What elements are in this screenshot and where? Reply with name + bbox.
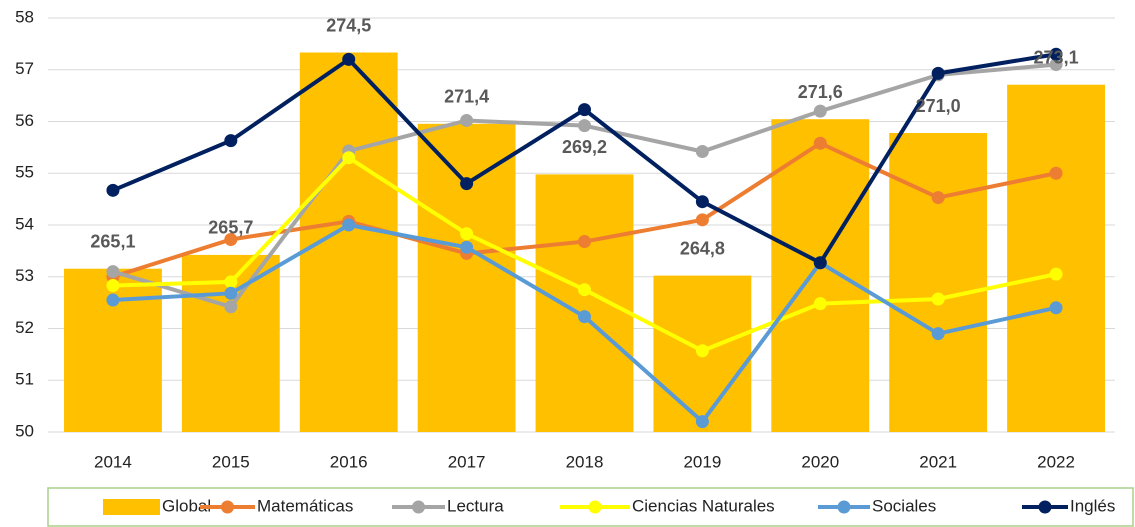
x-tick-label: 2021 [919, 452, 957, 471]
x-tick-label: 2015 [212, 452, 250, 471]
marker [1049, 301, 1063, 315]
value-label: 271,4 [444, 87, 489, 107]
legend-label: Ciencias Naturales [632, 496, 775, 515]
marker [695, 145, 709, 159]
marker [460, 240, 474, 254]
y-tick-label: 56 [15, 111, 34, 130]
marker [578, 310, 591, 324]
marker [695, 415, 709, 429]
y-tick-label: 53 [15, 266, 34, 285]
legend-label: Matemáticas [257, 496, 353, 515]
y-tick-label: 58 [15, 7, 34, 26]
marker [460, 227, 474, 241]
x-tick-label: 2022 [1037, 452, 1075, 471]
value-label: 265,1 [90, 231, 135, 251]
value-label: 274,5 [326, 15, 371, 35]
marker [106, 279, 120, 293]
legend-label: Lectura [447, 496, 504, 515]
x-tick-label: 2019 [683, 452, 721, 471]
bar [417, 123, 516, 433]
legend-marker [588, 500, 602, 514]
marker [342, 151, 356, 165]
legend-label: Global [162, 496, 211, 515]
marker [1049, 58, 1063, 72]
marker [695, 344, 709, 358]
marker [931, 327, 945, 341]
marker [224, 232, 238, 246]
value-label: 273,1 [1034, 47, 1079, 67]
x-tick-label: 2017 [448, 452, 486, 471]
marker [224, 286, 238, 300]
value-label: 265,7 [208, 218, 253, 238]
bar [889, 133, 988, 432]
marker [931, 66, 945, 80]
legend-marker [221, 500, 234, 514]
marker [813, 136, 827, 150]
bar [771, 119, 870, 432]
marker [460, 177, 474, 191]
marker [224, 134, 238, 148]
legend-label: Sociales [872, 496, 936, 515]
x-tick-label: 2014 [94, 452, 132, 471]
y-tick-label: 51 [15, 370, 34, 389]
y-tick-label: 54 [15, 214, 34, 233]
legend-marker [412, 500, 425, 514]
marker [931, 191, 945, 205]
marker [578, 103, 591, 117]
value-label: 271,0 [916, 96, 961, 116]
marker [224, 300, 238, 314]
marker [813, 104, 827, 118]
marker [106, 265, 120, 279]
marker [1049, 267, 1063, 281]
marker [1049, 166, 1063, 180]
bar [535, 174, 634, 432]
x-tick-label: 2016 [330, 452, 368, 471]
marker [578, 119, 591, 133]
legend-swatch [103, 499, 160, 515]
marker [578, 283, 591, 297]
y-tick-label: 52 [15, 318, 34, 337]
y-tick-label: 50 [15, 421, 34, 440]
marker [813, 297, 827, 311]
x-tick-label: 2020 [801, 452, 839, 471]
marker [1049, 47, 1063, 61]
x-tick-label: 2018 [566, 452, 604, 471]
value-label: 264,8 [680, 238, 725, 258]
marker [931, 292, 945, 306]
marker [342, 52, 356, 66]
bar [299, 52, 398, 432]
legend-marker [837, 500, 851, 514]
marker [106, 293, 120, 307]
value-label: 271,6 [798, 82, 843, 102]
marker [106, 183, 120, 197]
legend-box [47, 487, 1134, 527]
legend-label: Inglés [1070, 496, 1115, 515]
marker [460, 113, 474, 127]
bar [64, 268, 162, 432]
marker [813, 256, 827, 270]
marker [578, 235, 591, 249]
y-tick-label: 57 [15, 59, 34, 78]
marker [342, 218, 356, 232]
marker [224, 275, 238, 289]
marker [695, 195, 709, 209]
marker [695, 213, 709, 227]
value-label: 269,2 [562, 137, 607, 157]
y-tick-label: 55 [15, 163, 34, 182]
bar [1007, 84, 1105, 432]
legend-marker [1038, 500, 1052, 514]
